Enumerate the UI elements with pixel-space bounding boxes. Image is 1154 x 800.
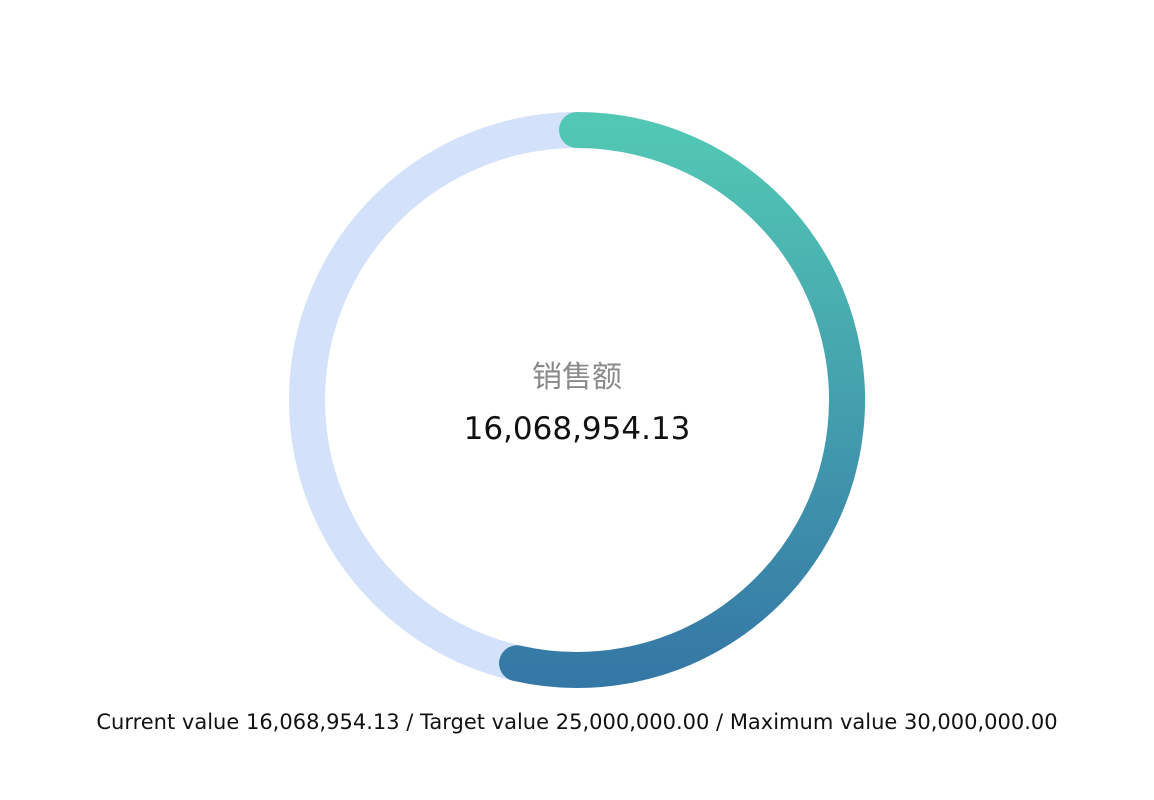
gauge-value: 16,068,954.13	[463, 411, 691, 447]
footer-target-value: 25,000,000.00	[555, 710, 710, 734]
footer-target-label: Target value	[420, 710, 550, 734]
footer-separator: /	[709, 710, 730, 734]
footer-maximum-value: 30,000,000.00	[904, 710, 1058, 734]
gauge-value-arc	[499, 112, 865, 688]
gauge-title: 销售额	[532, 360, 622, 395]
gauge-footer: Current value 16,068,954.13 / Target val…	[27, 710, 1127, 734]
footer-current-value: 16,068,954.13	[245, 710, 400, 734]
footer-maximum-label: Maximum value	[729, 710, 898, 734]
footer-separator: /	[399, 710, 421, 734]
footer-current-label: Current value	[96, 710, 240, 734]
